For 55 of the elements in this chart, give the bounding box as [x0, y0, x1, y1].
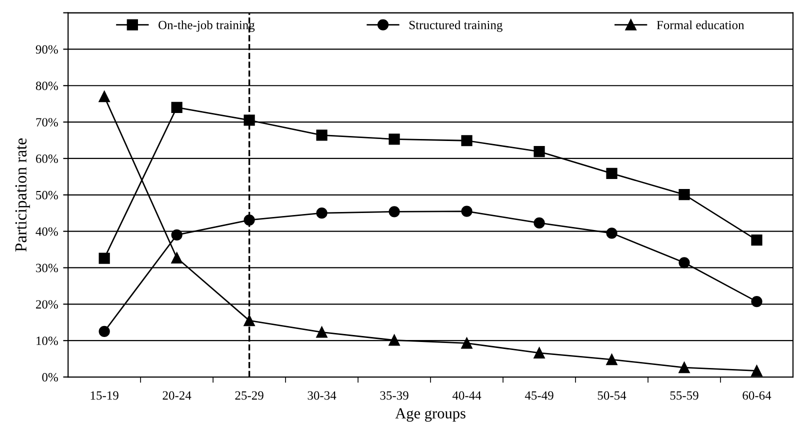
- y-tick-label: 50%: [36, 190, 58, 200]
- point: [171, 252, 182, 264]
- point: [98, 326, 110, 338]
- legend-label: Structured training: [409, 20, 502, 32]
- point: [461, 135, 472, 146]
- x-tick-label: 50-54: [598, 391, 626, 400]
- x-tick-label: 25-29: [235, 391, 264, 400]
- y-tick-label: 60%: [36, 154, 58, 163]
- point: [171, 229, 182, 241]
- point: [244, 315, 255, 326]
- point: [316, 326, 328, 338]
- y-tick-label: 20%: [36, 300, 58, 309]
- y-axis-title: Participation rate: [15, 138, 30, 252]
- x-tick-label: 20-24: [162, 391, 192, 400]
- y-tick-label: 90%: [36, 45, 58, 54]
- y-tick-label: 0%: [42, 373, 58, 382]
- point: [461, 206, 472, 217]
- point: [244, 214, 255, 226]
- x-tick-label: 60-64: [742, 391, 772, 400]
- point: [534, 146, 545, 158]
- point: [244, 114, 255, 126]
- point: [751, 296, 762, 308]
- y-tick-label: 80%: [36, 82, 58, 90]
- x-tick-label: 45-49: [524, 391, 554, 400]
- point: [606, 354, 618, 366]
- point: [98, 90, 110, 102]
- point: [606, 168, 618, 179]
- point: [678, 188, 690, 200]
- point: [678, 362, 690, 374]
- point: [534, 347, 545, 359]
- point: [388, 134, 400, 145]
- point: [316, 208, 328, 219]
- y-tick-label: 40%: [36, 227, 58, 236]
- point: [678, 257, 690, 268]
- point: [316, 130, 328, 141]
- legend-label: On-the-job training: [158, 20, 255, 32]
- y-tick-label: 10%: [36, 336, 58, 346]
- point: [461, 338, 472, 349]
- y-tick-label: 30%: [36, 264, 58, 272]
- y-tick-label: 70%: [36, 118, 58, 127]
- x-axis-title: Age groups: [395, 408, 466, 422]
- point: [98, 252, 110, 264]
- x-tick-label: 55-59: [670, 391, 698, 400]
- point: [751, 234, 762, 246]
- point: [606, 228, 618, 239]
- legend-label: Formal education: [656, 20, 744, 30]
- point: [171, 102, 182, 114]
- x-tick-label: 30-34: [308, 391, 336, 400]
- x-tick-label: 40-44: [452, 391, 482, 400]
- point: [751, 365, 762, 376]
- point: [534, 217, 545, 228]
- point: [388, 334, 400, 346]
- x-tick-label: 35-39: [380, 391, 408, 400]
- point: [388, 206, 400, 218]
- x-tick-label: 15-19: [90, 391, 118, 400]
